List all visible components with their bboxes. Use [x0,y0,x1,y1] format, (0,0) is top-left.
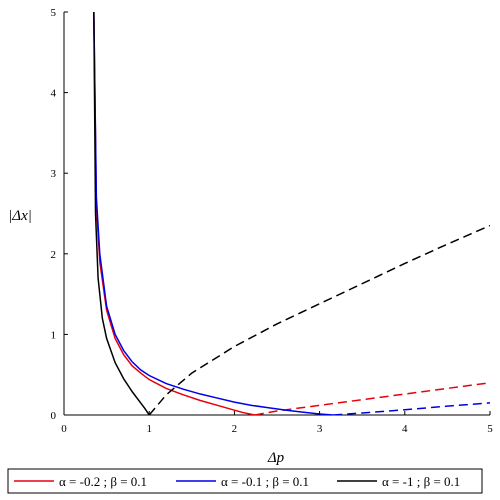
x-tick-label: 5 [487,423,493,435]
series-1-solid-line [93,12,255,415]
y-tick-label: 5 [51,7,57,19]
x-tick-label: 3 [317,423,323,435]
legend-label-3: α = -1 ; β = 0.1 [382,474,460,489]
axes [63,12,490,416]
legend-label-1: α = -0.2 ; β = 0.1 [59,474,147,489]
legend-label-2: α = -0.1 ; β = 0.1 [221,474,309,489]
x-tick-label: 4 [402,423,408,435]
series-layer [93,12,490,415]
x-tick-label: 0 [61,423,67,435]
x-tick-label: 1 [146,423,152,435]
series-3-dashed-line [148,224,490,415]
x-axis-label: Δp [267,450,285,466]
x-tick-label: 2 [232,423,238,435]
y-tick-label: 2 [51,249,57,261]
series-2-dashed-line [333,402,490,415]
series-2-solid-line [93,12,334,415]
y-tick-label: 3 [51,168,57,180]
series-1-dashed-line [254,382,490,415]
y-axis-label: |Δx| [8,208,32,224]
legend-box [7,468,483,494]
y-tick-label: 0 [51,410,57,422]
tick-labels: 0 1 2 3 4 5 0 1 2 3 4 5 [51,7,494,435]
legend: α = -0.2 ; β = 0.1 α = -0.1 ; β = 0.1 α = … [7,468,483,494]
series-3-solid-line [93,12,150,415]
y-tick-label: 4 [51,88,57,100]
y-tick-label: 1 [51,329,57,341]
